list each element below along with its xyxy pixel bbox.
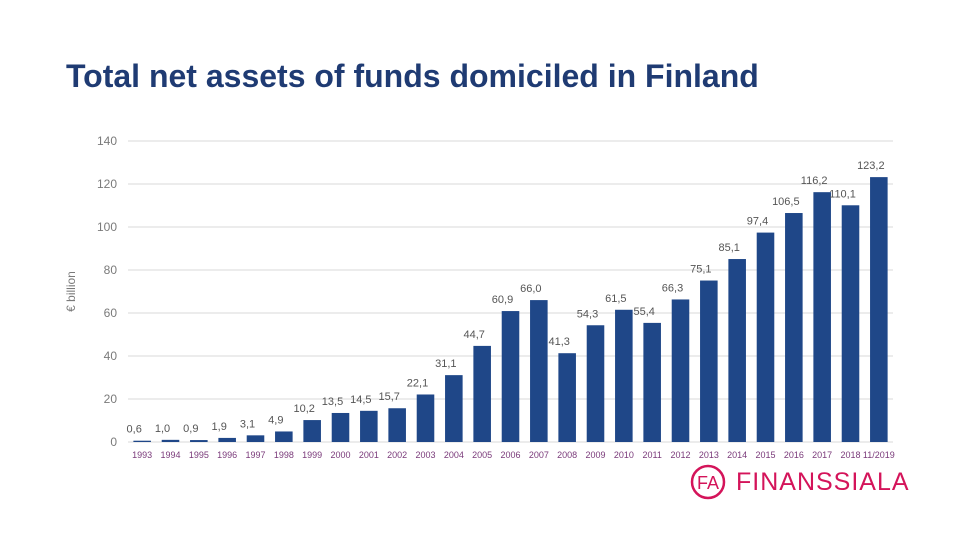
y-tick-label: 140 — [97, 134, 117, 148]
x-tick-label: 2017 — [812, 450, 832, 460]
bar-value-label: 14,5 — [350, 394, 371, 406]
x-tick-label: 11/2019 — [863, 450, 895, 460]
bar-value-label: 85,1 — [718, 242, 739, 254]
bar — [756, 232, 775, 442]
bar — [360, 410, 378, 442]
bar — [190, 440, 208, 442]
x-tick-label: 1998 — [274, 450, 294, 460]
x-tick-label: 2013 — [699, 450, 719, 460]
x-tick-label: 2000 — [330, 450, 350, 460]
bar-value-label: 0,6 — [127, 424, 142, 436]
bar — [700, 280, 718, 442]
bar-value-label: 54,3 — [577, 308, 598, 320]
bar-value-label: 110,1 — [829, 188, 856, 200]
x-tick-label: 2005 — [472, 450, 492, 460]
bar-value-label: 123,2 — [857, 160, 885, 172]
x-tick-label: 2004 — [444, 450, 464, 460]
bar — [445, 375, 463, 442]
y-tick-label: 100 — [97, 220, 117, 234]
x-tick-label: 1997 — [245, 450, 265, 460]
bar — [728, 259, 746, 442]
bar — [161, 439, 180, 442]
bar-value-label: 75,1 — [690, 264, 711, 276]
finanssiala-logo-mark-icon: FA — [690, 464, 726, 500]
bar-value-label: 116,2 — [801, 175, 828, 187]
bar — [501, 311, 520, 442]
bar-value-label: 41,3 — [548, 336, 569, 348]
x-tick-label: 1999 — [302, 450, 322, 460]
bar — [615, 309, 633, 442]
bar-value-label: 31,1 — [435, 358, 456, 370]
bar — [331, 412, 350, 442]
bar-value-label: 97,4 — [747, 216, 768, 228]
x-tick-label: 1996 — [217, 450, 237, 460]
y-tick-label: 40 — [104, 349, 118, 363]
bar — [813, 192, 831, 442]
bar — [416, 394, 435, 442]
y-tick-label: 80 — [104, 263, 118, 277]
x-tick-label: 2008 — [557, 450, 577, 460]
bar-value-label: 106,5 — [772, 196, 800, 208]
logo-text: FINANSSIALA — [736, 467, 910, 496]
bar-value-label: 4,9 — [268, 414, 283, 426]
logo-mark-text: FA — [697, 473, 719, 493]
bar — [275, 431, 293, 442]
y-tick-label: 60 — [104, 306, 118, 320]
bar — [671, 299, 690, 442]
bar-value-label: 1,9 — [212, 421, 227, 433]
finanssiala-logo: FA FINANSSIALA — [690, 464, 910, 500]
bar-value-label: 66,0 — [520, 283, 541, 295]
bar-value-label: 22,1 — [407, 377, 428, 389]
bar — [303, 420, 321, 442]
x-tick-label: 2003 — [415, 450, 435, 460]
x-tick-label: 2002 — [387, 450, 407, 460]
x-tick-label: 2014 — [727, 450, 747, 460]
bar-value-label: 10,2 — [293, 403, 314, 415]
bar-value-label: 15,7 — [378, 391, 399, 403]
y-axis-label: € billion — [64, 271, 78, 312]
bar-value-label: 44,7 — [463, 329, 484, 341]
x-tick-label: 2010 — [614, 450, 634, 460]
bar — [586, 325, 605, 442]
x-tick-label: 2001 — [359, 450, 379, 460]
bar — [841, 205, 860, 442]
y-tick-label: 0 — [110, 435, 117, 449]
bar — [388, 408, 406, 442]
bar — [643, 322, 661, 442]
x-tick-label: 2007 — [529, 450, 549, 460]
bar — [246, 435, 265, 442]
bar-value-label: 61,5 — [605, 293, 626, 305]
bar — [558, 353, 576, 442]
bar-value-label: 0,9 — [183, 423, 198, 435]
bar — [870, 177, 888, 442]
bar — [473, 345, 491, 442]
y-tick-label: 20 — [104, 392, 118, 406]
x-tick-label: 2015 — [755, 450, 775, 460]
x-tick-label: 2018 — [840, 450, 860, 460]
x-tick-label: 2006 — [500, 450, 520, 460]
x-tick-label: 2016 — [784, 450, 804, 460]
bar — [785, 213, 803, 442]
x-tick-label: 1993 — [132, 450, 152, 460]
bar-value-label: 55,4 — [633, 306, 654, 318]
x-tick-label: 1995 — [189, 450, 209, 460]
bar-value-label: 1,0 — [155, 423, 170, 435]
bar-value-label: 3,1 — [240, 418, 255, 430]
x-tick-label: 2012 — [670, 450, 690, 460]
bar — [218, 437, 236, 442]
bar — [530, 300, 548, 442]
bar — [133, 440, 151, 442]
bar-value-label: 13,5 — [322, 396, 343, 408]
x-tick-label: 1994 — [160, 450, 180, 460]
x-tick-label: 2009 — [585, 450, 605, 460]
bar-value-label: 66,3 — [662, 282, 683, 294]
chart-title: Total net assets of funds domiciled in F… — [66, 58, 759, 94]
y-tick-label: 120 — [97, 177, 117, 191]
x-tick-label: 2011 — [642, 450, 661, 460]
bar-value-label: 60,9 — [492, 294, 513, 306]
